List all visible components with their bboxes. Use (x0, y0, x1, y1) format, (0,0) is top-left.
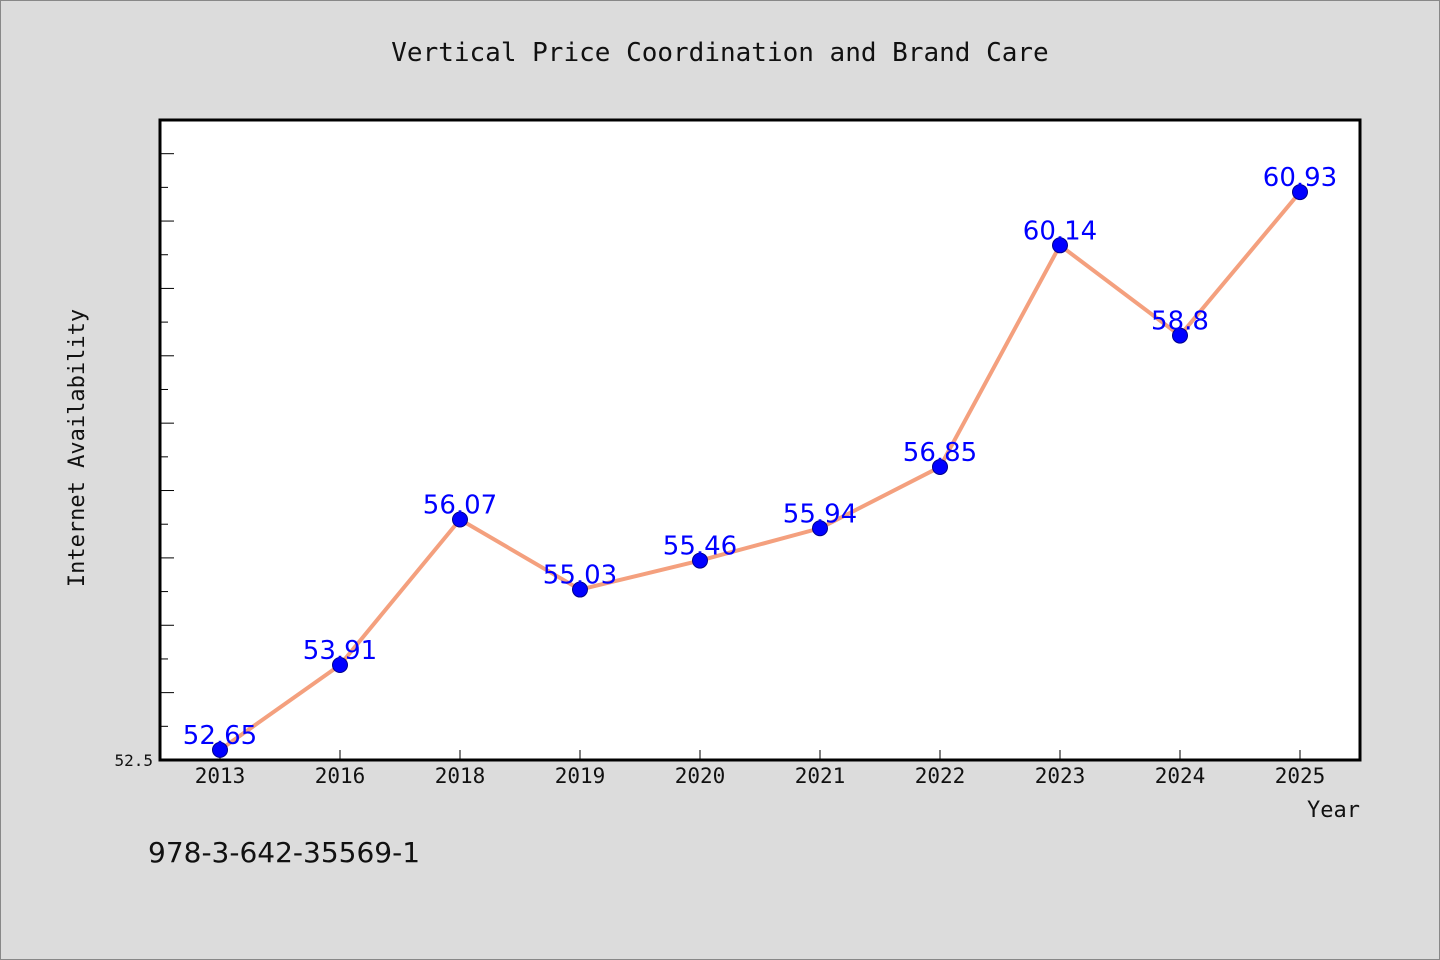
data-label: 55.46 (663, 532, 737, 562)
data-label: 60.93 (1263, 163, 1337, 193)
data-point (572, 581, 588, 598)
x-tick-label: 2024 (1155, 764, 1206, 788)
x-axis-label: Year (1307, 798, 1360, 823)
x-tick-label: 2025 (1275, 764, 1326, 788)
data-label: 56.85 (903, 438, 977, 468)
x-tick-label: 2021 (795, 764, 846, 788)
data-point (332, 657, 348, 674)
x-tick-label: 2020 (675, 764, 726, 788)
data-point (692, 552, 708, 569)
x-tick-label: 2022 (915, 764, 966, 788)
data-label: 60.14 (1023, 216, 1097, 246)
data-point (1172, 327, 1188, 344)
x-tick-label: 2023 (1035, 764, 1086, 788)
y-tick-label: 52.5 (114, 751, 153, 770)
x-tick-label: 2016 (315, 764, 366, 788)
chart-title: Vertical Price Coordination and Brand Ca… (391, 38, 1048, 68)
data-label: 55.94 (783, 499, 857, 529)
data-label: 58.8 (1151, 307, 1209, 337)
data-label: 52.65 (183, 721, 257, 751)
series-line (218, 190, 1302, 752)
data-point (452, 511, 468, 528)
data-point (212, 741, 228, 758)
y-axis-ticks (160, 119, 174, 761)
data-markers (212, 184, 1308, 758)
data-label: 53.91 (303, 636, 377, 666)
x-tick-label: 2019 (555, 764, 606, 788)
footnote: 978-3-642-35569-1 (148, 836, 420, 869)
plot-area (158, 118, 1362, 762)
data-point (1052, 237, 1068, 254)
x-tick-label: 2013 (195, 764, 246, 788)
data-point (932, 458, 948, 475)
data-labels: 52.65 53.91 56.07 55.03 55.46 55.94 56.85 60.14… (183, 163, 1337, 751)
data-label: 55.03 (543, 561, 617, 591)
data-point (812, 520, 828, 537)
data-point (1292, 184, 1308, 201)
x-axis-ticks: 2013 2016 2018 2019 2020 2021 2022 2023 2024 2025 (195, 750, 1326, 788)
data-label: 56.07 (423, 490, 497, 520)
y-axis-label: Internet Availability (65, 309, 90, 587)
x-tick-label: 2018 (435, 764, 486, 788)
